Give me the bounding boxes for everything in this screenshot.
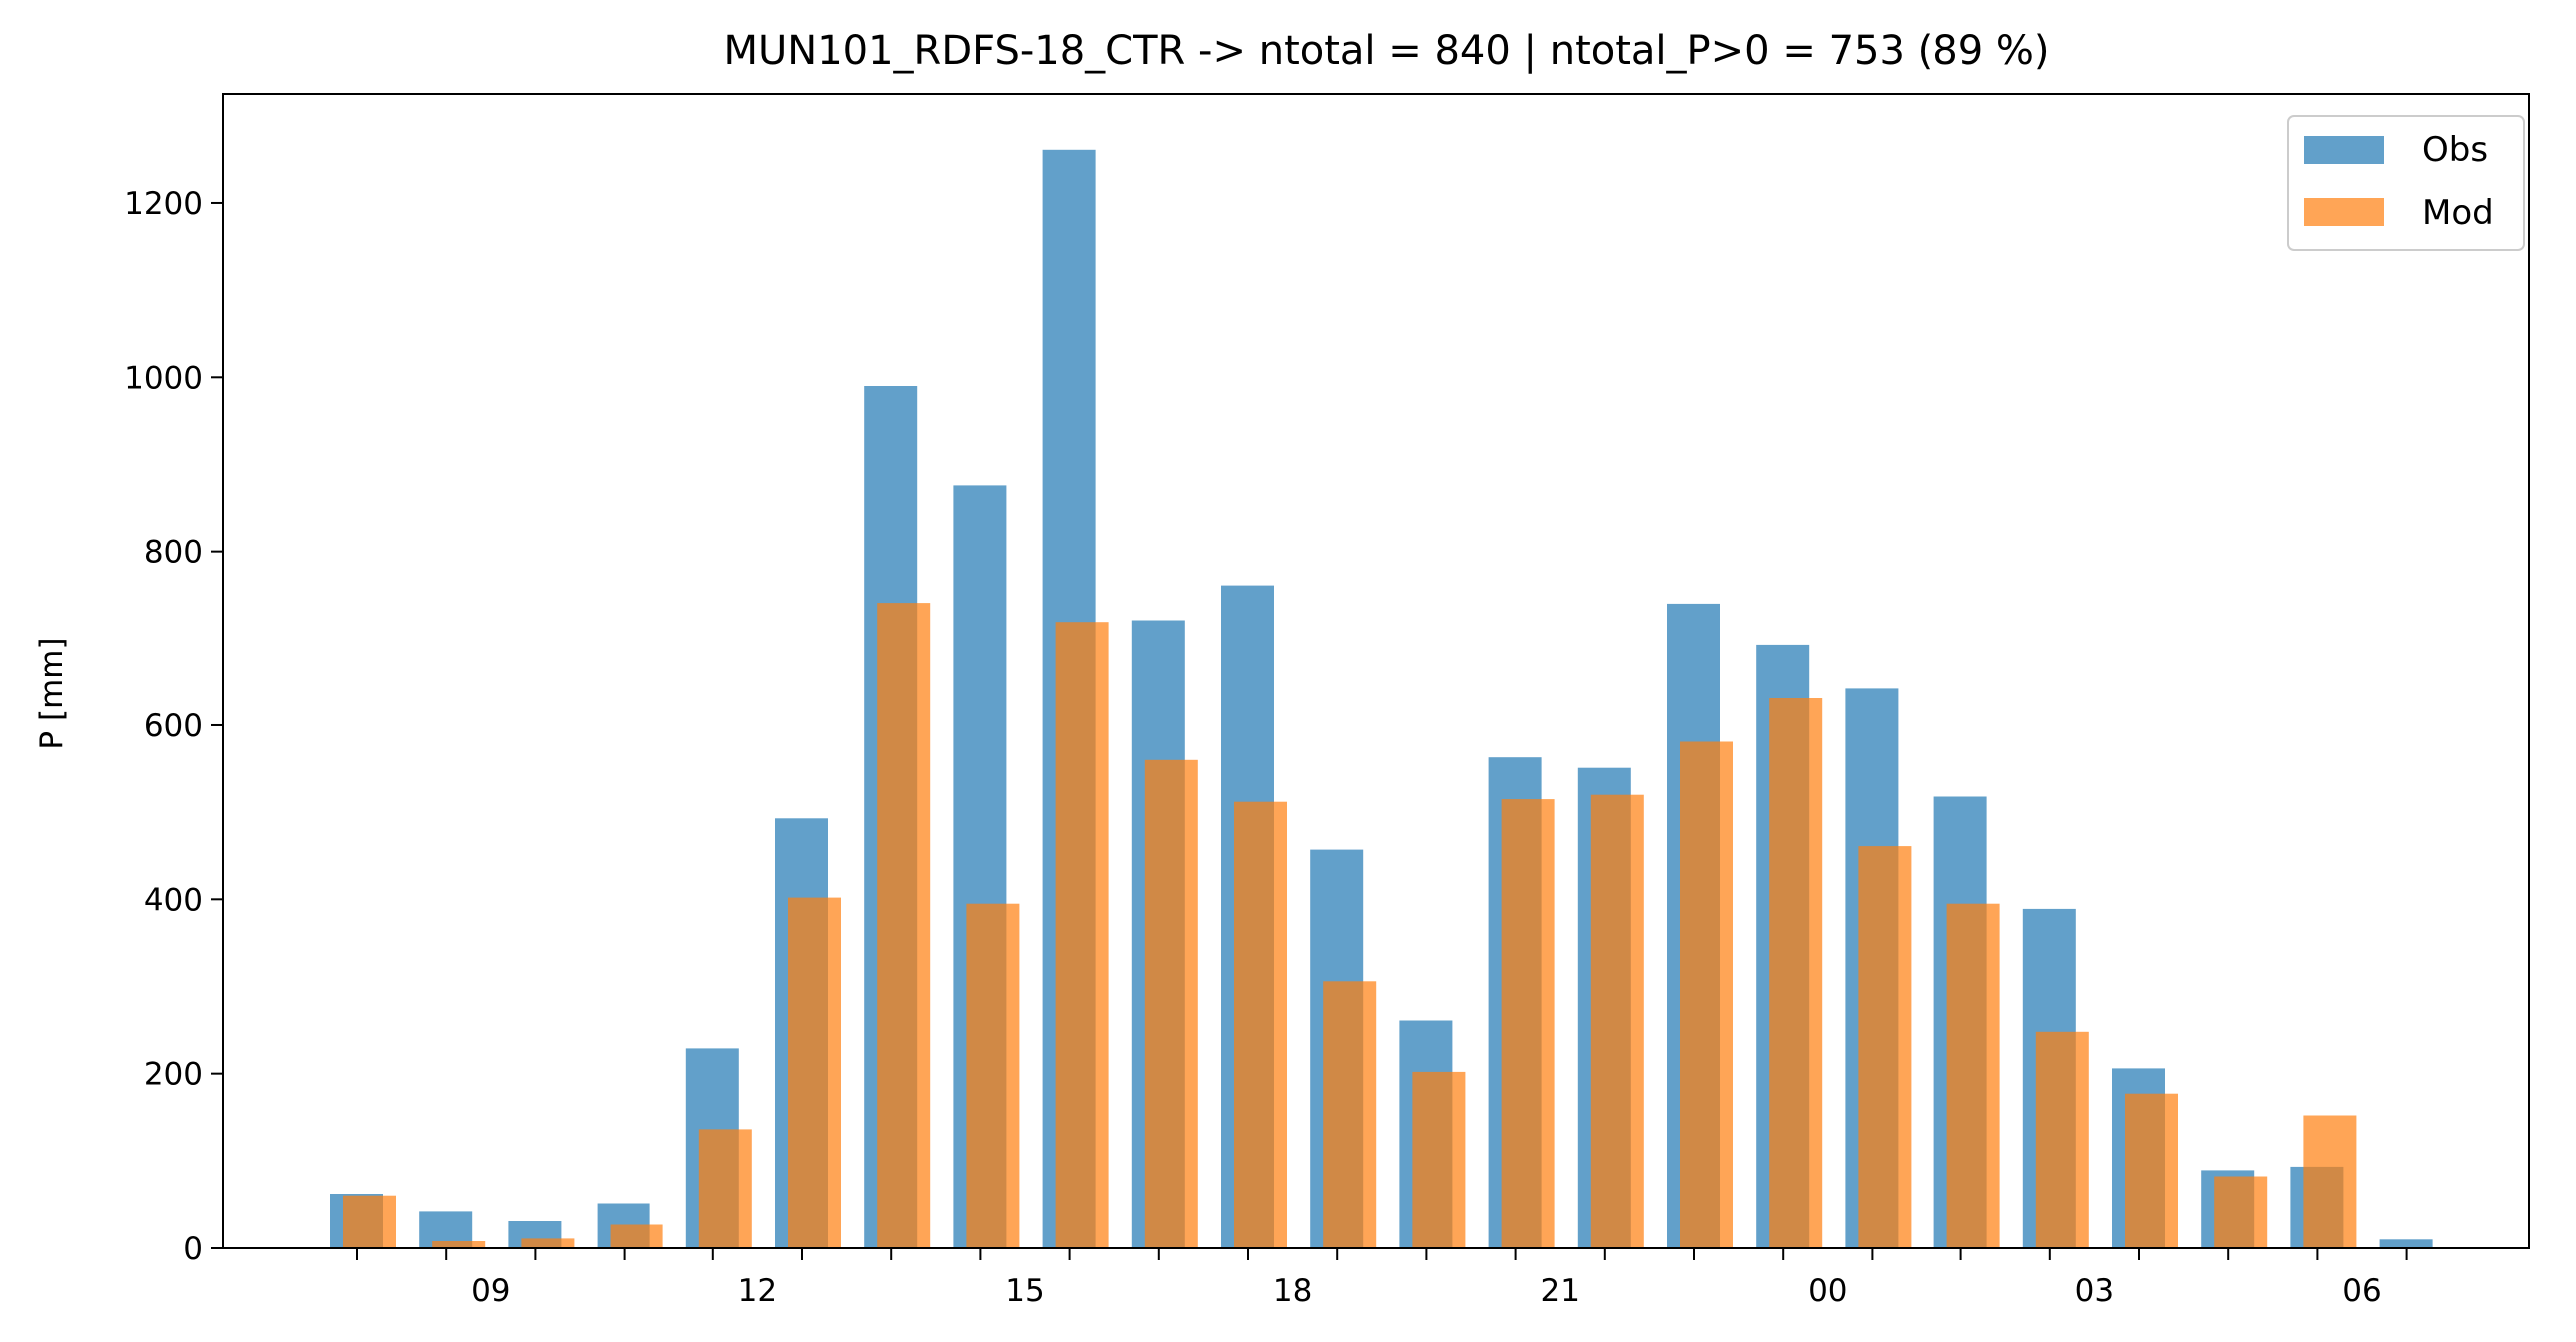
bar-mod-08: [343, 1195, 396, 1248]
bar-mod-05: [2214, 1176, 2268, 1248]
legend: Obs Mod: [2287, 115, 2525, 251]
bar-mod-15: [966, 903, 1020, 1248]
bar-mod-11: [610, 1224, 663, 1248]
bar-mod-04: [2125, 1093, 2178, 1248]
x-tick-label-18: 18: [1273, 1273, 1312, 1309]
legend-swatch-mod: [2304, 198, 2384, 226]
bar-mod-23: [1680, 741, 1733, 1248]
x-tick-label-09: 09: [471, 1273, 510, 1309]
bar-mod-12: [698, 1129, 752, 1248]
bar-mod-22: [1590, 794, 1644, 1248]
bar-mod-09: [432, 1241, 486, 1248]
bar-mod-19: [1323, 981, 1377, 1248]
chart-title: MUN101_RDFS-18_CTR -> ntotal = 840 | nto…: [724, 28, 2050, 74]
y-tick-label-600: 600: [144, 708, 203, 744]
bars-layer: [330, 149, 2433, 1248]
x-axis: 09 12 15 18 21 00 03 06: [356, 1248, 2408, 1309]
bar-mod-21: [1501, 799, 1555, 1248]
x-tick-label-06: 06: [2342, 1273, 2381, 1309]
legend-swatch-obs: [2304, 136, 2384, 164]
y-tick-label-400: 400: [144, 882, 203, 918]
bar-mod-03: [2035, 1031, 2089, 1248]
bar-mod-16: [1055, 622, 1109, 1248]
bar-mod-20: [1412, 1071, 1466, 1248]
bar-mod-00: [1769, 698, 1823, 1248]
bar-mod-06: [2303, 1115, 2357, 1248]
bar-mod-17: [1144, 759, 1198, 1248]
y-axis: 0 200 400 600 800 1000 1200: [124, 186, 223, 1267]
x-tick-label-03: 03: [2075, 1273, 2114, 1309]
bar-mod-14: [877, 603, 931, 1248]
x-tick-label-21: 21: [1540, 1273, 1579, 1309]
y-tick-label-800: 800: [144, 535, 203, 571]
y-tick-label-1000: 1000: [124, 360, 203, 396]
bar-mod-10: [521, 1238, 575, 1248]
bar-mod-01: [1858, 846, 1912, 1248]
bar-mod-02: [1946, 903, 2000, 1248]
y-tick-label-1200: 1200: [124, 186, 203, 222]
x-tick-label-00: 00: [1808, 1273, 1847, 1309]
x-tick-label-15: 15: [1005, 1273, 1044, 1309]
legend-label-mod: Mod: [2422, 193, 2494, 233]
bar-obs-07: [2379, 1239, 2433, 1248]
plot-frame: [222, 93, 2530, 1249]
y-axis-label: P [mm]: [34, 637, 70, 749]
y-tick-label-0: 0: [183, 1231, 203, 1267]
legend-label-obs: Obs: [2422, 130, 2488, 170]
y-tick-label-200: 200: [144, 1057, 203, 1093]
bar-mod-18: [1234, 801, 1287, 1248]
x-tick-label-12: 12: [738, 1273, 777, 1309]
bar-mod-13: [788, 897, 841, 1248]
